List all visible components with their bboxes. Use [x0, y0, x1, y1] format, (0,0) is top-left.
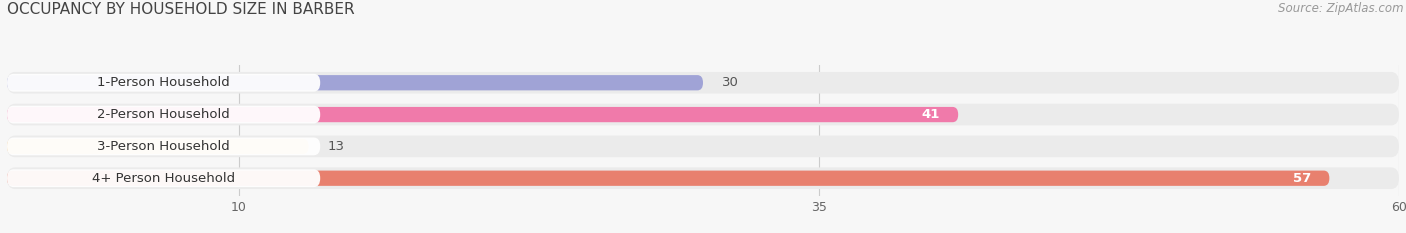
FancyBboxPatch shape [7, 167, 1399, 189]
FancyBboxPatch shape [7, 137, 321, 155]
Text: 57: 57 [1292, 172, 1310, 185]
Text: 13: 13 [328, 140, 344, 153]
Text: OCCUPANCY BY HOUSEHOLD SIZE IN BARBER: OCCUPANCY BY HOUSEHOLD SIZE IN BARBER [7, 2, 354, 17]
Text: 3-Person Household: 3-Person Household [97, 140, 231, 153]
Text: 2-Person Household: 2-Person Household [97, 108, 231, 121]
Text: 1-Person Household: 1-Person Household [97, 76, 231, 89]
FancyBboxPatch shape [7, 74, 321, 92]
Text: 41: 41 [921, 108, 939, 121]
FancyBboxPatch shape [7, 171, 1330, 186]
Text: Source: ZipAtlas.com: Source: ZipAtlas.com [1278, 2, 1403, 15]
FancyBboxPatch shape [7, 75, 703, 90]
Text: 30: 30 [721, 76, 738, 89]
FancyBboxPatch shape [7, 72, 1399, 94]
Text: 4+ Person Household: 4+ Person Household [91, 172, 235, 185]
FancyBboxPatch shape [7, 107, 959, 122]
FancyBboxPatch shape [7, 106, 321, 123]
FancyBboxPatch shape [7, 169, 321, 187]
FancyBboxPatch shape [7, 136, 1399, 157]
FancyBboxPatch shape [7, 139, 309, 154]
FancyBboxPatch shape [7, 104, 1399, 125]
